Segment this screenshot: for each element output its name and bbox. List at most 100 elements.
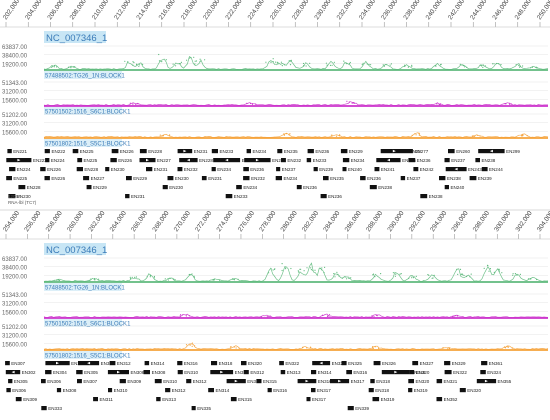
gene-feature[interactable]: EN23 bbox=[380, 149, 422, 154]
gene-feature[interactable]: EN313 bbox=[226, 379, 262, 384]
gene-block[interactable] bbox=[307, 149, 314, 154]
gene-block[interactable] bbox=[342, 167, 347, 172]
gene-block[interactable] bbox=[444, 361, 451, 366]
gene-feature[interactable]: EN320 bbox=[409, 370, 430, 375]
gene-block[interactable] bbox=[177, 361, 183, 366]
gene-block[interactable] bbox=[256, 379, 262, 384]
gene-block[interactable] bbox=[311, 370, 317, 375]
gene-block[interactable] bbox=[167, 176, 174, 181]
gene-block[interactable] bbox=[44, 149, 50, 154]
gene-feature[interactable]: EN231 bbox=[177, 149, 208, 154]
gene-feature[interactable]: EN230 bbox=[162, 185, 184, 190]
gene-feature[interactable]: EN307 bbox=[5, 361, 26, 366]
gene-feature[interactable]: EN226 bbox=[111, 149, 134, 154]
gene-feature[interactable]: EN320 bbox=[459, 388, 482, 393]
gene-block[interactable] bbox=[342, 158, 350, 163]
gene-feature[interactable]: EN236 bbox=[408, 158, 431, 163]
gene-block[interactable] bbox=[8, 194, 16, 199]
gene-feature[interactable]: EN313 bbox=[280, 370, 301, 375]
gene-block[interactable] bbox=[126, 176, 132, 181]
gene-feature[interactable]: EN224 bbox=[45, 158, 65, 163]
gene-feature[interactable]: EN324 bbox=[480, 370, 502, 375]
gene-block[interactable] bbox=[267, 388, 272, 393]
track-2[interactable]: 51343.00 31200.00 15600.00 57501502:1516_S6… bbox=[2, 81, 548, 116]
gene-feature[interactable]: EN236 bbox=[243, 167, 265, 172]
gene-feature[interactable]: EN314 bbox=[144, 361, 165, 366]
gene-feature[interactable]: EN224 bbox=[9, 167, 31, 172]
gene-block[interactable] bbox=[408, 158, 416, 163]
gene-feature[interactable]: EN232 bbox=[243, 176, 265, 181]
gene-feature[interactable]: EN307 bbox=[77, 379, 98, 384]
gene-block[interactable] bbox=[296, 185, 302, 190]
gene-block[interactable] bbox=[76, 370, 83, 375]
gene-block[interactable] bbox=[320, 194, 327, 199]
gene-block[interactable] bbox=[18, 185, 26, 190]
gene-feature[interactable]: EN318 bbox=[211, 361, 233, 366]
gene-feature[interactable]: EN305 bbox=[76, 370, 98, 375]
gene-feature[interactable]: EN228 bbox=[18, 185, 41, 190]
gene-feature[interactable]: EN240 bbox=[342, 167, 363, 172]
gene-feature[interactable]: EN319 bbox=[372, 397, 395, 402]
gene-block[interactable] bbox=[105, 167, 110, 172]
gene-block[interactable] bbox=[76, 167, 83, 172]
gene-feature[interactable]: EN302 bbox=[5, 370, 36, 375]
gene-block[interactable] bbox=[341, 361, 347, 366]
gene-feature[interactable]: EN322 bbox=[279, 361, 300, 366]
gene-feature[interactable]: EN225 bbox=[72, 149, 94, 154]
gene-feature[interactable]: EN317 bbox=[306, 397, 327, 402]
gene-feature[interactable]: EN311 bbox=[210, 370, 249, 375]
gene-block[interactable] bbox=[374, 167, 380, 172]
gene-feature[interactable]: EN315 bbox=[256, 379, 277, 384]
gene-block[interactable] bbox=[56, 388, 62, 393]
gene-feature[interactable]: EN235 bbox=[277, 149, 298, 154]
gene-block[interactable] bbox=[125, 194, 130, 199]
gene-feature[interactable]: EN225 bbox=[6, 176, 28, 181]
gene-block[interactable] bbox=[93, 397, 98, 402]
gene-feature[interactable]: EN225 bbox=[77, 158, 98, 163]
gene-block[interactable] bbox=[177, 167, 183, 172]
gene-feature[interactable]: EN237 bbox=[276, 167, 296, 172]
gene-block[interactable] bbox=[444, 158, 450, 163]
gene-feature[interactable]: EN226 bbox=[110, 158, 133, 163]
gene-feature[interactable]: EN315 bbox=[230, 397, 252, 402]
gene-block[interactable] bbox=[340, 149, 348, 154]
gene-block[interactable] bbox=[246, 149, 251, 154]
track-2[interactable]: 51343.00 31200.00 15600.00 57501502:1516_S6… bbox=[2, 293, 549, 328]
gene-block[interactable] bbox=[211, 361, 218, 366]
track-3[interactable]: 51202.00 31200.00 15600.00 57501802:1516_S5… bbox=[2, 325, 549, 360]
gene-block[interactable] bbox=[243, 370, 249, 375]
gene-feature[interactable]: EN234 bbox=[342, 158, 365, 163]
gene-feature[interactable]: EN234 bbox=[236, 185, 258, 190]
track-1[interactable]: 63837.00 38400.00 19200.00 57488502:TG26_1N… bbox=[2, 257, 549, 292]
gene-feature[interactable]: EN230 bbox=[105, 167, 125, 172]
gene-block[interactable] bbox=[243, 167, 249, 172]
gene-feature[interactable]: EN318 bbox=[368, 388, 390, 393]
gene-block[interactable] bbox=[444, 370, 452, 375]
gene-feature[interactable]: EN277 bbox=[408, 149, 429, 154]
gene-feature[interactable]: EN311 bbox=[93, 397, 113, 402]
gene-feature[interactable]: EN320 bbox=[241, 361, 262, 366]
gene-block[interactable] bbox=[211, 167, 216, 172]
gene-feature[interactable]: EN241 bbox=[374, 167, 396, 172]
gene-feature[interactable]: EN231 bbox=[146, 167, 168, 172]
gene-feature[interactable]: EN238 bbox=[475, 158, 496, 163]
gene-feature[interactable]: EN239 bbox=[313, 167, 334, 172]
gene-feature[interactable]: EN324 bbox=[312, 361, 346, 366]
gene-feature[interactable]: EN221 bbox=[7, 149, 27, 154]
gene-feature[interactable]: EN242 bbox=[413, 167, 434, 172]
gene-block[interactable] bbox=[6, 176, 12, 181]
gene-feature[interactable]: EN317 bbox=[311, 388, 331, 393]
gene-feature[interactable]: EN310 bbox=[154, 379, 178, 384]
gene-feature[interactable]: EN305 bbox=[8, 379, 28, 384]
gene-block[interactable] bbox=[110, 158, 117, 163]
gene-block[interactable] bbox=[409, 370, 415, 375]
gene-block[interactable] bbox=[480, 370, 486, 375]
gene-block[interactable] bbox=[86, 185, 92, 190]
gene-block[interactable] bbox=[7, 149, 12, 154]
gene-feature[interactable]: EN229 bbox=[340, 149, 363, 154]
gene-feature[interactable]: EN306 bbox=[6, 388, 26, 393]
gene-block[interactable] bbox=[369, 185, 377, 190]
gene-feature[interactable]: EN318 bbox=[370, 379, 391, 384]
gene-block[interactable] bbox=[313, 167, 318, 172]
gene-block[interactable] bbox=[481, 361, 488, 366]
